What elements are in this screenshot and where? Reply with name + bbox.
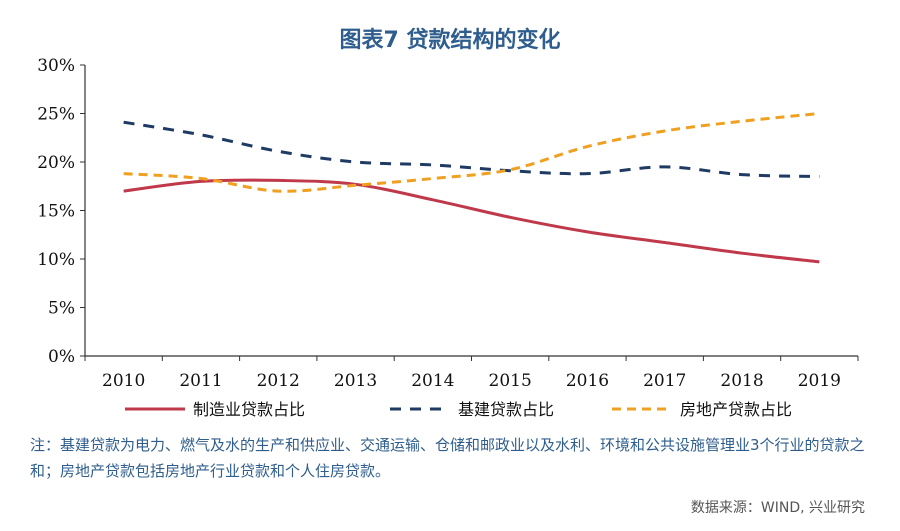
chart-title: 图表7 贷款结构的变化	[339, 28, 561, 53]
x-tick-label: 2017	[643, 371, 686, 391]
x-tick-label: 2011	[179, 371, 222, 391]
legend-label-3: 房地产贷款占比	[680, 400, 792, 419]
y-tick-label: 30%	[37, 56, 75, 76]
y-tick-label: 10%	[37, 250, 75, 270]
x-tick-label: 2019	[798, 371, 841, 391]
x-tick-label: 2016	[566, 371, 609, 391]
legend-label-2: 基建贷款占比	[458, 400, 554, 419]
x-tick-label: 2010	[102, 371, 145, 391]
y-tick-label: 25%	[37, 105, 75, 125]
y-tick-label: 20%	[37, 153, 75, 173]
x-tick-label: 2013	[334, 371, 377, 391]
data-source: 数据来源：WIND, 兴业研究	[690, 500, 865, 516]
series-line-2	[123, 120, 820, 179]
x-tick-label: 2018	[720, 371, 763, 391]
y-tick-label: 15%	[37, 202, 75, 222]
x-tick-label: 2014	[411, 371, 454, 391]
x-tick-label: 2012	[257, 371, 300, 391]
series-line-1	[123, 178, 820, 264]
x-tick-label: 2015	[489, 371, 532, 391]
series-line-3	[123, 112, 820, 193]
y-tick-label: 5%	[48, 299, 75, 319]
y-tick-label: 0%	[48, 347, 75, 367]
legend-label-1: 制造业贷款占比	[193, 400, 305, 419]
chart-note: 注：基建贷款为电力、燃气及水的生产和供应业、交通运输、仓储和邮政业以及水利、环境…	[30, 436, 865, 480]
